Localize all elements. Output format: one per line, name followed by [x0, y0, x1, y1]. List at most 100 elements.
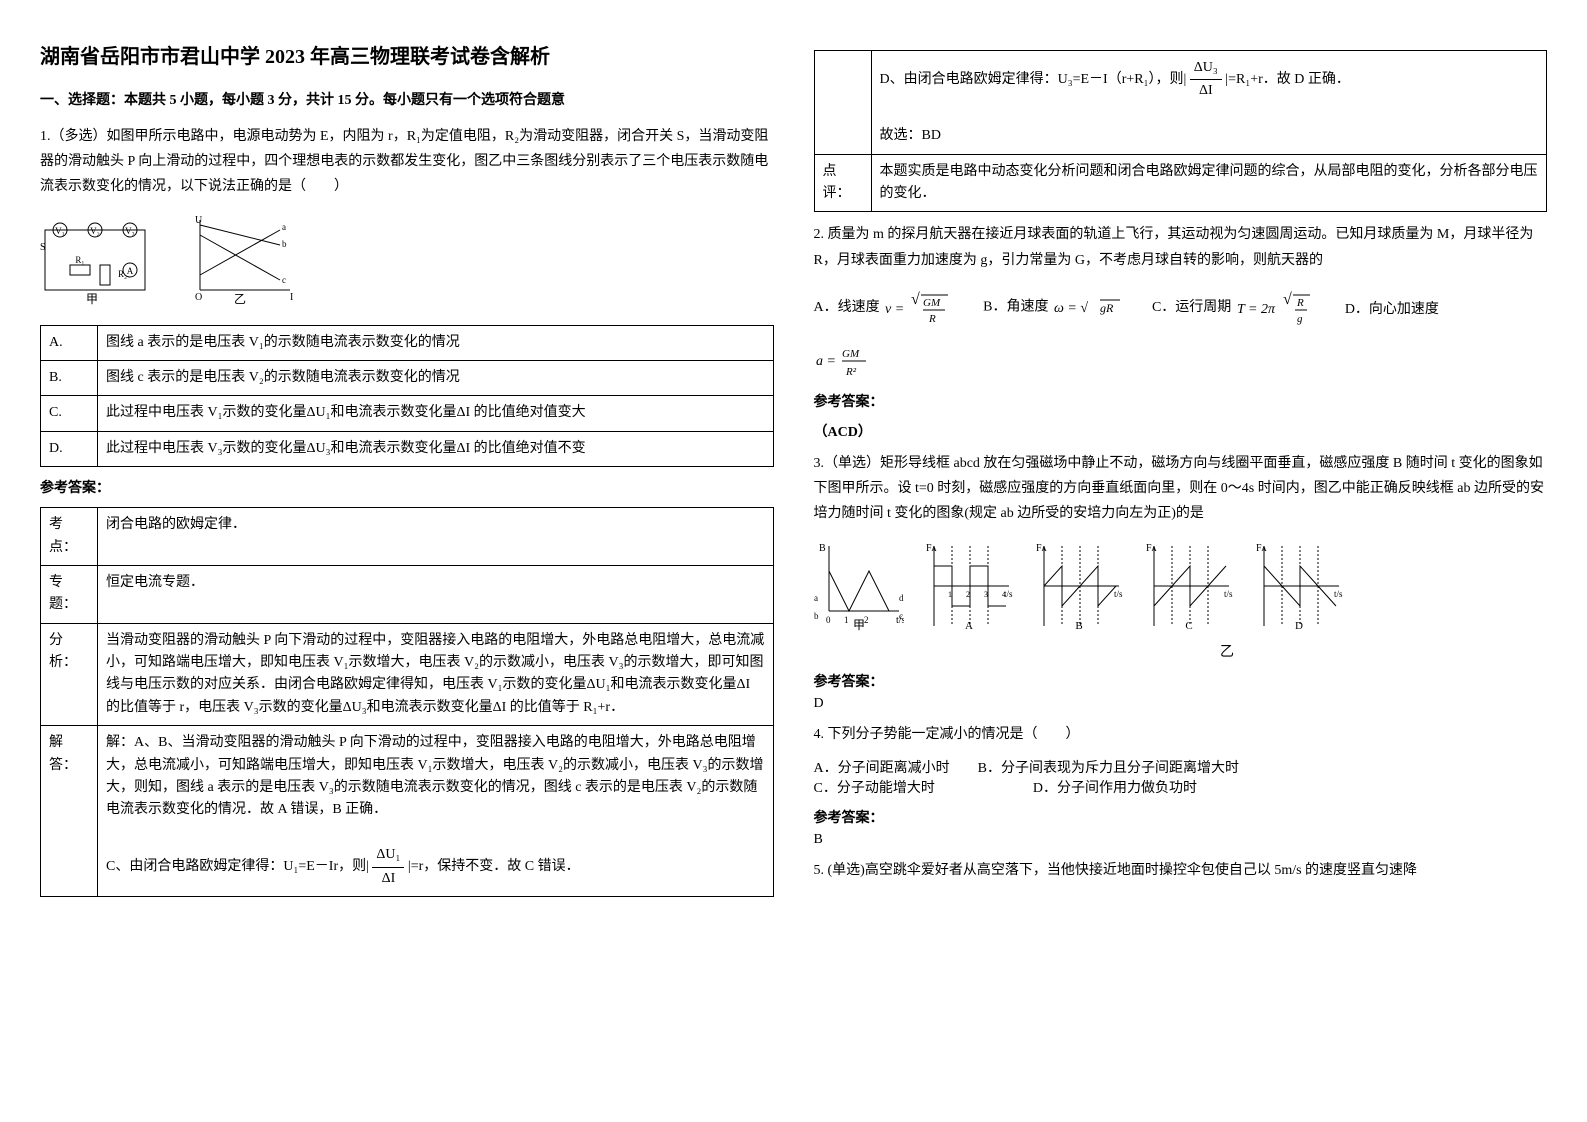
- svg-text:R²: R²: [845, 366, 857, 378]
- q1-options-table: A. 图线 a 表示的是电压表 V₁的示数随电流表示数变化的情况 B. 图线 c…: [40, 325, 774, 468]
- analysis-text: 本题实质是电路中动态变化分析问题和闭合电路欧姆定律问题的综合，从局部电阻的变化，…: [871, 154, 1547, 212]
- svg-text:R: R: [928, 313, 936, 325]
- page-container: 湖南省岳阳市市君山中学 2023 年高三物理联考试卷含解析 一、选择题：本题共 …: [40, 40, 1547, 907]
- svg-text:O: O: [195, 292, 202, 303]
- option-label: D.: [41, 431, 98, 466]
- chart-label: B: [1075, 620, 1082, 631]
- svg-text:d: d: [899, 593, 904, 603]
- svg-text:1: 1: [844, 615, 849, 625]
- q3-answer: D: [814, 696, 1548, 712]
- jieda-c-prefix: C、由闭合电路欧姆定律得：U₁=E－Ir，则|: [106, 859, 369, 874]
- svg-text:4: 4: [1002, 590, 1006, 599]
- svg-text:GM: GM: [842, 348, 860, 360]
- empty-cell: [814, 51, 871, 155]
- table-row: 考点： 闭合电路的欧姆定律．: [41, 508, 774, 566]
- q3-yi-label: 乙: [814, 641, 1548, 661]
- q4-stem: 4. 下列分子势能一定减小的情况是（ ）: [814, 722, 1548, 747]
- formula: a = GM R²: [814, 354, 874, 369]
- q2-option-b: B．角速度 ω = √ gR: [983, 295, 1122, 320]
- svg-text:V₂: V₂: [90, 226, 100, 236]
- q4-opt-a: A．分子间距离减小时: [814, 761, 950, 776]
- table-row: 点评： 本题实质是电路中动态变化分析问题和闭合电路欧姆定律问题的综合，从局部电阻…: [814, 154, 1547, 212]
- svg-text:c: c: [282, 275, 286, 285]
- q3-chart-b: Fᴀ t/s B: [1034, 541, 1124, 631]
- opt-label: C．运行周期: [1152, 300, 1231, 315]
- q2-stem: 2. 质量为 m 的探月航天器在接近月球表面的轨道上飞行，其运动视为匀速圆周运动…: [814, 222, 1548, 272]
- chart-label: 甲: [852, 618, 864, 631]
- svg-text:V₃: V₃: [125, 226, 135, 236]
- svg-text:c: c: [899, 611, 903, 621]
- analysis-text: 当滑动变阻器的滑动触头 P 向下滑动的过程中，变阻器接入电路的电阻增大，外电路总…: [98, 623, 774, 726]
- table-row: 专题： 恒定电流专题．: [41, 565, 774, 623]
- table-row: B. 图线 c 表示的是电压表 V₂的示数随电流表示数变化的情况: [41, 360, 774, 395]
- formula: T = 2π √ R g: [1235, 300, 1315, 315]
- q2-answer-label: 参考答案：: [814, 391, 1548, 411]
- analysis-text: 恒定电流专题．: [98, 565, 774, 623]
- option-text: 此过程中电压表 V₃示数的变化量ΔU₃和电流表示数变化量ΔI 的比值绝对值不变: [98, 431, 774, 466]
- svg-text:Fᴀ: Fᴀ: [1036, 543, 1048, 554]
- svg-text:R₁: R₁: [75, 255, 84, 265]
- svg-text:b: b: [814, 611, 819, 621]
- frac-den: ΔI: [372, 868, 404, 890]
- svg-text:a: a: [814, 593, 818, 603]
- table-row: 分析： 当滑动变阻器的滑动触头 P 向下滑动的过程中，变阻器接入电路的电阻增大，…: [41, 623, 774, 726]
- table-row: D. 此过程中电压表 V₃示数的变化量ΔU₃和电流表示数变化量ΔI 的比值绝对值…: [41, 431, 774, 466]
- svg-text:1: 1: [948, 590, 952, 599]
- svg-text:V₁: V₁: [55, 226, 65, 236]
- option-text: 图线 c 表示的是电压表 V₂的示数随电流表示数变化的情况: [98, 360, 774, 395]
- svg-text:U: U: [195, 215, 203, 226]
- svg-text:a =: a =: [816, 354, 836, 369]
- analysis-label: 分析：: [41, 623, 98, 726]
- analysis-label: 考点：: [41, 508, 98, 566]
- analysis-label: 解答：: [41, 726, 98, 897]
- q1-analysis-table: 考点： 闭合电路的欧姆定律． 专题： 恒定电流专题． 分析： 当滑动变阻器的滑动…: [40, 507, 774, 897]
- q3-chart-d: Fᴀ t/s D: [1254, 541, 1344, 631]
- q1-stem: 1.（多选）如图甲所示电路中，电源电动势为 E，内阻为 r，R₁为定值电阻，R₂…: [40, 124, 774, 200]
- fraction: ΔU₃ ΔI: [1190, 57, 1222, 103]
- right-column: D、由闭合电路欧姆定律得：U₃=E－I（r+R₁），则| ΔU₃ ΔI |=R₁…: [814, 40, 1548, 907]
- q4-opt-c: C．分子动能增大时: [814, 781, 935, 796]
- svg-text:0: 0: [826, 615, 831, 625]
- svg-text:t/s: t/s: [1224, 589, 1233, 599]
- option-label: B.: [41, 360, 98, 395]
- q3-chart-a: Fᴀ t/s 1 2 3 4 A: [924, 541, 1014, 631]
- left-column: 湖南省岳阳市市君山中学 2023 年高三物理联考试卷含解析 一、选择题：本题共 …: [40, 40, 774, 907]
- q3-charts: B t/s 0 1 2 a b d c 甲: [814, 541, 1548, 631]
- svg-text:√: √: [1283, 291, 1292, 308]
- q2-answer: （ACD）: [814, 421, 1548, 441]
- q4-answer-label: 参考答案：: [814, 807, 1548, 827]
- table-row: A. 图线 a 表示的是电压表 V₁的示数随电流表示数变化的情况: [41, 325, 774, 360]
- option-label: C.: [41, 396, 98, 431]
- guxuan: 故选：BD: [880, 128, 941, 143]
- svg-text:a: a: [282, 222, 286, 232]
- svg-text:甲: 甲: [86, 292, 98, 305]
- svg-text:g: g: [1297, 313, 1303, 325]
- q3-chart-jia: B t/s 0 1 2 a b d c 甲: [814, 541, 904, 631]
- q2-option-c: C．运行周期 T = 2π √ R g: [1152, 288, 1315, 328]
- table-row: 解答： 解：A、B、当滑动变阻器的滑动触头 P 向下滑动的过程中，变阻器接入电路…: [41, 726, 774, 897]
- fraction: ΔU₁ ΔI: [372, 844, 404, 890]
- frac-den: ΔI: [1190, 80, 1222, 102]
- svg-text:t/s: t/s: [1334, 589, 1343, 599]
- jieda-d-suffix: |=R₁+r．故 D 正确．: [1225, 72, 1350, 87]
- q3-chart-c: Fᴀ t/s C: [1144, 541, 1234, 631]
- jieda-c-suffix: |=r，保持不变．故 C 错误．: [408, 859, 580, 874]
- q2-option-d-formula: a = GM R²: [814, 343, 1548, 381]
- formula: ν = √ GM R: [883, 300, 953, 315]
- q2-options: A．线速度 ν = √ GM R B．角速度 ω = √: [814, 288, 1548, 328]
- svg-text:t/s: t/s: [1114, 589, 1123, 599]
- q3-stem: 3.（单选）矩形导线框 abcd 放在匀强磁场中静止不动，磁场方向与线圈平面垂直…: [814, 451, 1548, 527]
- opt-label: A．线速度: [814, 300, 880, 315]
- svg-text:ω = √: ω = √: [1054, 301, 1088, 316]
- q1-answer-label: 参考答案：: [40, 477, 774, 497]
- svg-text:ν =: ν =: [885, 302, 904, 317]
- svg-text:乙: 乙: [234, 292, 246, 305]
- q2-option-d: D．向心加速度: [1345, 298, 1439, 318]
- q4-answer: B: [814, 832, 1548, 848]
- opt-label: B．角速度: [983, 300, 1048, 315]
- q3-answer-label: 参考答案：: [814, 671, 1548, 691]
- opt-label: D．向心加速度: [1345, 302, 1439, 317]
- svg-text:Fᴀ: Fᴀ: [926, 543, 938, 554]
- frac-num: ΔU₃: [1190, 57, 1222, 80]
- frac-num: ΔU₁: [372, 844, 404, 867]
